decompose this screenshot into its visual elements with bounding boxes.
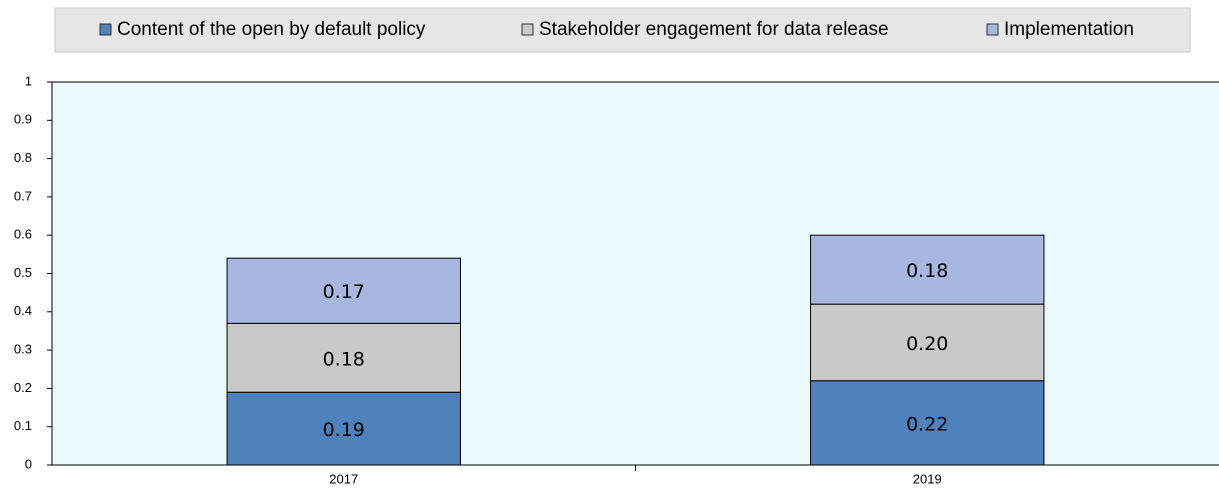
bar-segment xyxy=(810,303,1045,382)
y-tick-label: 0.3 xyxy=(14,342,32,357)
data-label: 0.18 xyxy=(323,348,365,370)
data-label: 0.19 xyxy=(323,419,365,441)
y-tick-label: 0.6 xyxy=(14,227,32,242)
y-tick-label: 0.9 xyxy=(14,112,32,127)
y-tick-label: 0.5 xyxy=(14,265,32,280)
legend-swatch xyxy=(986,23,999,36)
legend-label: Stakeholder engagement for data release xyxy=(539,19,889,40)
bar-segment xyxy=(810,380,1045,466)
y-tick-label: 0.2 xyxy=(14,380,32,395)
y-tick-label: 0 xyxy=(25,456,32,471)
y-tick-label: 0.4 xyxy=(14,303,32,318)
bar-segment xyxy=(810,234,1045,305)
bar-segment xyxy=(226,257,461,324)
y-tick-label: 0.1 xyxy=(14,418,32,433)
data-label: 0.18 xyxy=(906,260,948,282)
data-label: 0.22 xyxy=(906,413,948,435)
legend-label: Implementation xyxy=(1004,19,1134,40)
legend-box xyxy=(54,7,1191,53)
x-tick-label: 2017 xyxy=(329,471,358,486)
data-label: 0.17 xyxy=(323,281,365,303)
legend-swatch xyxy=(99,23,112,36)
y-tick-label: 1 xyxy=(25,73,32,88)
y-tick-label: 0.8 xyxy=(14,150,32,165)
legend-swatch xyxy=(521,23,534,36)
legend-label: Content of the open by default policy xyxy=(117,19,426,40)
data-label: 0.20 xyxy=(906,333,948,355)
y-tick-label: 0.7 xyxy=(14,188,32,203)
x-tick-label: 2019 xyxy=(913,471,942,486)
